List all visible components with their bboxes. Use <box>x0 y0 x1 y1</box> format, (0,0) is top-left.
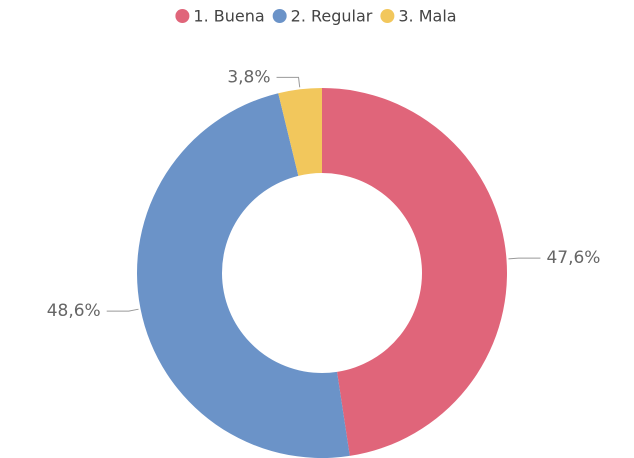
legend-marker <box>175 9 190 23</box>
legend-marker <box>272 9 287 23</box>
legend-marker <box>380 9 395 23</box>
data-label: 3,8% <box>227 67 270 87</box>
leader-line <box>508 257 541 260</box>
leader-line <box>106 308 139 312</box>
legend-label: 1. Buena <box>193 7 264 26</box>
data-label: 48,6% <box>47 301 101 321</box>
data-label: 47,6% <box>546 248 600 268</box>
legend-label: 2. Regular <box>291 7 373 26</box>
donut-slice <box>322 88 508 456</box>
donut-slice <box>278 88 322 176</box>
legend-label: 3. Mala <box>398 7 456 26</box>
donut-slice <box>137 93 350 458</box>
leader-line <box>276 76 301 88</box>
